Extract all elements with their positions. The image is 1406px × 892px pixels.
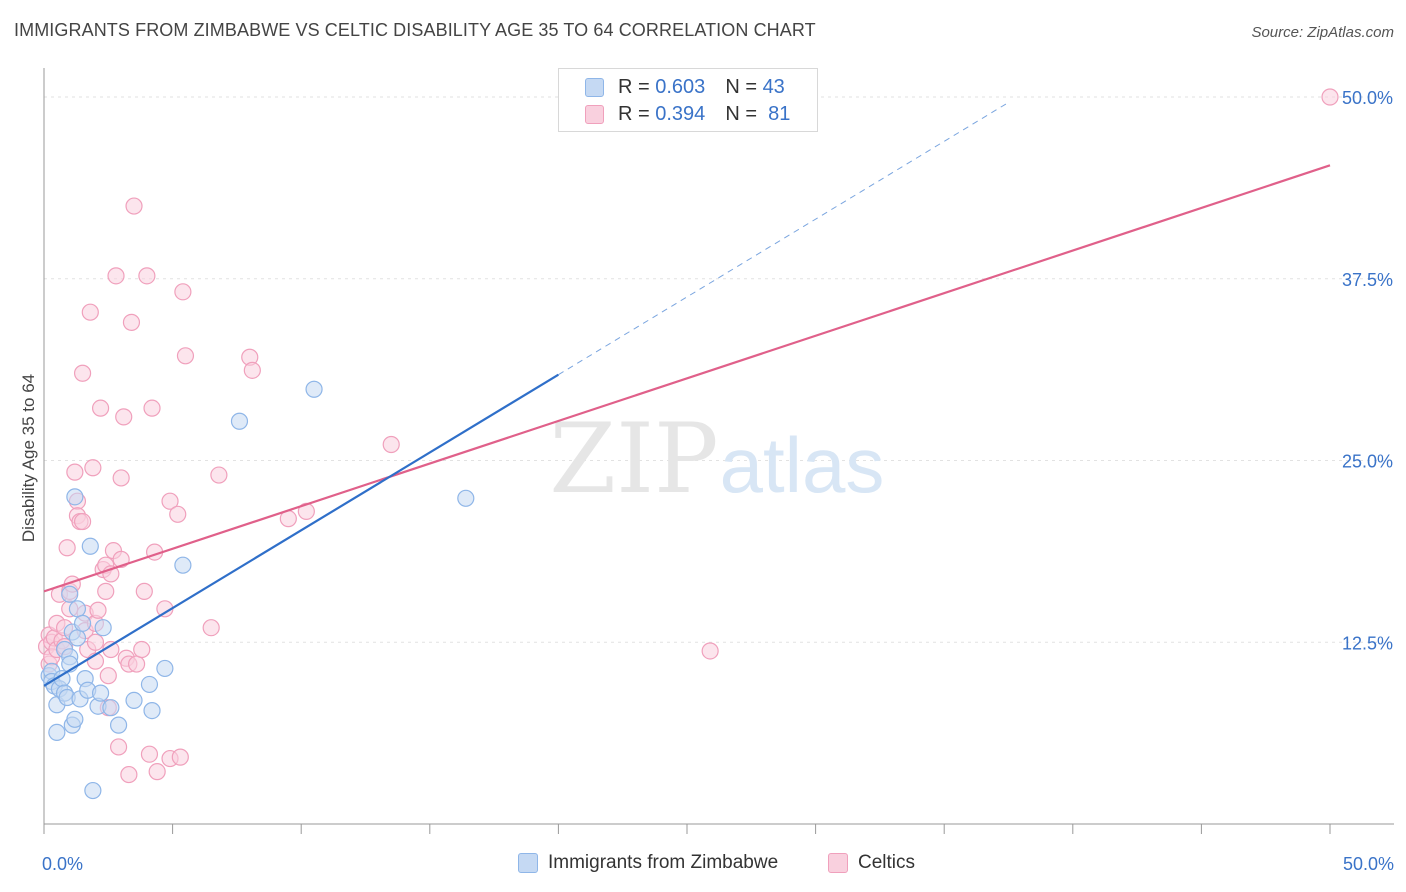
bottom-legend-celtics: Celtics: [828, 852, 915, 874]
x-tick-label: 50.0%: [1343, 854, 1394, 874]
zimbabwe-point: [102, 699, 120, 717]
celtics-r-value: 0.394: [655, 102, 706, 125]
zimbabwe-point: [109, 716, 128, 734]
celtics-point: [1321, 88, 1339, 106]
celtics-point: [99, 667, 117, 685]
n-label: N =: [725, 102, 757, 125]
zimbabwe-point: [61, 585, 79, 603]
celtics-point: [84, 459, 102, 477]
zimbabwe-trend-extension: [558, 102, 1009, 376]
celtics-point: [161, 492, 179, 510]
celtics-point: [135, 582, 153, 600]
y-axis-label: Disability Age 35 to 64: [19, 374, 38, 542]
zimbabwe-r-value: 0.603: [655, 75, 706, 98]
zimbabwe-legend-icon: [518, 853, 538, 873]
celtics-point: [86, 633, 105, 651]
zimbabwe-point: [125, 691, 143, 710]
celtics-point: [112, 469, 130, 487]
y-tick-label: 37.5%: [1342, 270, 1393, 290]
celtics-point: [58, 539, 76, 557]
zimbabwe-point: [91, 684, 110, 702]
celtics-point: [109, 738, 128, 756]
celtics-point: [107, 267, 125, 285]
zimbabwe-point: [140, 675, 159, 694]
zimbabwe-point: [68, 600, 87, 618]
celtics-point: [143, 399, 161, 417]
celtics-point: [89, 601, 107, 619]
celtics-trend-line: [43, 164, 1331, 593]
zimbabwe-point: [230, 412, 249, 430]
zimbabwe-point: [68, 629, 87, 647]
celtics-legend-label: Celtics: [858, 852, 916, 873]
celtics-point: [210, 466, 228, 484]
correlation-legend: R = 0.603 N = 43 R = 0.394 N = 81: [558, 68, 818, 132]
celtics-point: [73, 364, 92, 382]
celtics-point: [97, 582, 115, 600]
zimbabwe-point: [305, 380, 323, 398]
celtics-point: [174, 283, 192, 301]
r-label: R =: [618, 75, 650, 98]
source-credit: Source: ZipAtlas.com: [1251, 24, 1394, 41]
celtics-point: [73, 512, 92, 531]
zimbabwe-point: [66, 488, 84, 506]
zimbabwe-n-value: 43: [762, 75, 785, 98]
celtics-point: [171, 748, 189, 766]
celtics-point: [701, 642, 719, 660]
celtics-point: [138, 267, 156, 285]
zimbabwe-point: [81, 537, 99, 555]
zimbabwe-point: [84, 781, 102, 800]
zimbabwe-swatch-icon: [585, 77, 604, 97]
y-tick-label: 25.0%: [1342, 452, 1393, 472]
celtics-legend-icon: [828, 853, 848, 873]
celtics-swatch-icon: [585, 104, 604, 124]
watermark-atlas: atlas: [720, 421, 885, 509]
legend-row-zimbabwe: R = 0.603 N = 43: [585, 75, 785, 99]
zimbabwe-point: [143, 701, 161, 720]
chart-title: IMMIGRANTS FROM ZIMBABWE VS CELTIC DISAB…: [14, 20, 816, 40]
y-tick-label: 12.5%: [1342, 633, 1393, 653]
celtics-point: [176, 347, 195, 365]
data-points: [37, 88, 1339, 800]
x-tick-label: 0.0%: [42, 854, 83, 874]
legend-row-celtics: R = 0.394 N = 81: [585, 102, 790, 126]
celtics-point: [125, 197, 143, 215]
zimbabwe-point: [48, 723, 66, 741]
r-label: R =: [618, 102, 650, 125]
celtics-n-value: 81: [768, 102, 791, 125]
zimbabwe-point: [156, 659, 174, 678]
zimbabwe-point: [73, 614, 92, 632]
zimbabwe-point: [94, 619, 112, 637]
bottom-legend-zimbabwe: Immigrants from Zimbabwe: [518, 852, 778, 874]
watermark: ZIP atlas: [549, 403, 884, 515]
celtics-point: [122, 313, 141, 331]
zimbabwe-legend-label: Immigrants from Zimbabwe: [548, 852, 779, 873]
celtics-point: [81, 303, 99, 321]
y-tick-label: 50.0%: [1342, 88, 1393, 108]
axes: [43, 68, 1394, 834]
celtics-point: [115, 408, 133, 426]
celtics-point: [140, 745, 159, 763]
celtics-point: [382, 435, 400, 454]
zimbabwe-point: [66, 710, 84, 728]
celtics-point: [243, 361, 261, 379]
celtics-point: [169, 505, 187, 523]
zimbabwe-trend-line: [43, 373, 559, 687]
celtics-point: [148, 763, 166, 781]
n-label: N =: [725, 75, 757, 98]
celtics-point: [127, 655, 146, 673]
watermark-zip: ZIP: [549, 403, 718, 515]
trend-lines: [43, 102, 1331, 687]
zimbabwe-point: [457, 489, 475, 507]
celtics-point: [133, 640, 151, 659]
celtics-point: [202, 619, 220, 637]
celtics-point: [91, 399, 110, 417]
tick-labels: 12.5% 25.0% 37.5% 50.0% 0.0% 50.0%: [42, 88, 1394, 874]
zimbabwe-point: [174, 556, 192, 574]
celtics-point: [120, 765, 138, 784]
celtics-point: [66, 463, 84, 481]
